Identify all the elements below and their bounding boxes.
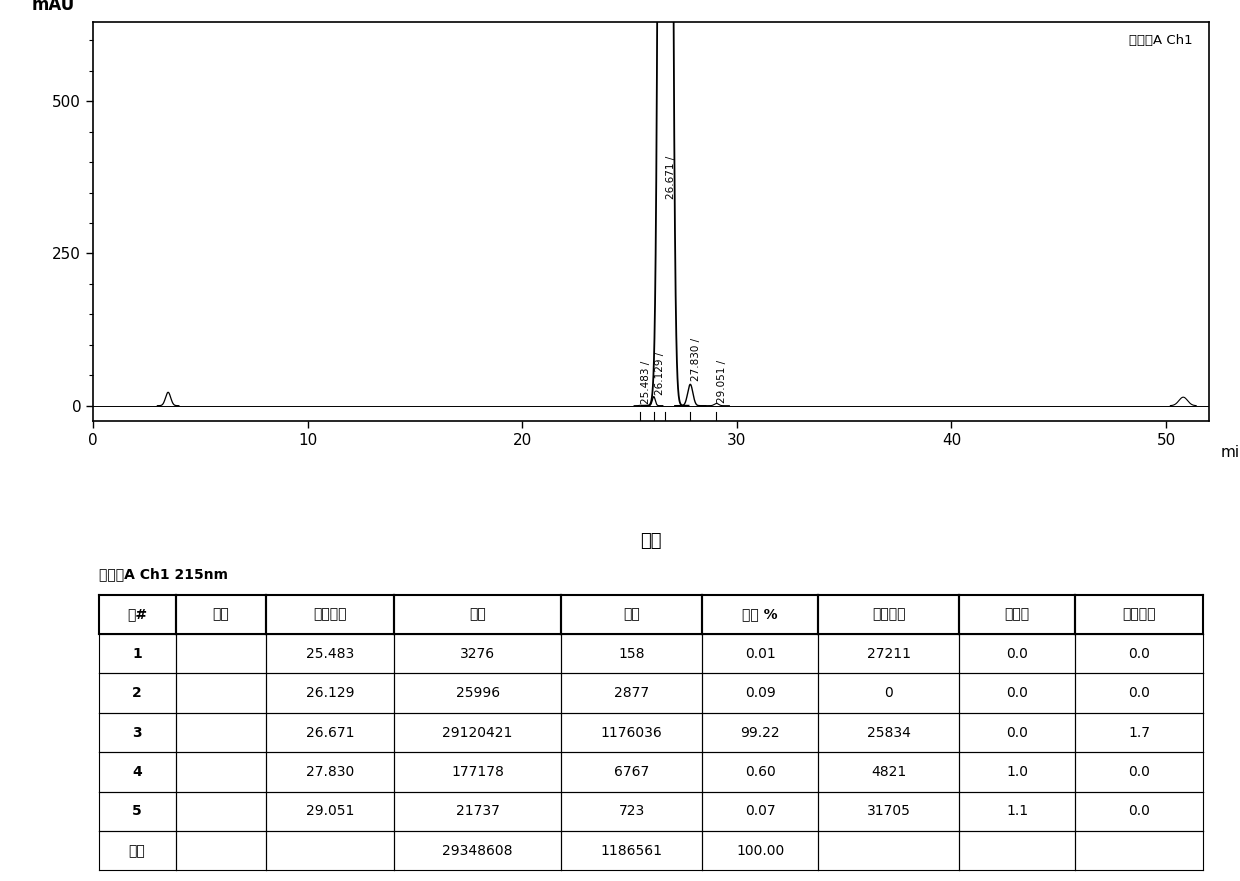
Text: 面积: 面积	[469, 607, 486, 621]
Text: 0.09: 0.09	[745, 686, 775, 700]
Text: 27.830 /: 27.830 /	[691, 338, 701, 381]
Text: 6767: 6767	[614, 765, 650, 779]
Text: 5: 5	[133, 804, 143, 818]
Text: 0.0: 0.0	[1006, 647, 1028, 661]
Text: 29.051 /: 29.051 /	[717, 359, 728, 403]
Text: 1176036: 1176036	[601, 726, 662, 739]
Text: 26.129: 26.129	[305, 686, 355, 700]
Text: 177178: 177178	[451, 765, 503, 779]
Text: 1.1: 1.1	[1006, 804, 1028, 818]
Text: 0.0: 0.0	[1006, 686, 1028, 700]
Text: 保留时间: 保留时间	[312, 607, 346, 621]
Text: 99.22: 99.22	[740, 726, 780, 739]
Text: 25.483 /: 25.483 /	[641, 361, 651, 404]
Text: 0.0: 0.0	[1128, 686, 1151, 700]
Text: 29.051: 29.051	[305, 804, 353, 818]
Text: 25996: 25996	[455, 686, 500, 700]
Text: 0.0: 0.0	[1006, 726, 1028, 739]
Text: 检测器A Ch1: 检测器A Ch1	[1128, 34, 1193, 47]
Text: 4: 4	[133, 765, 143, 779]
Text: 158: 158	[619, 647, 645, 661]
Text: 0: 0	[884, 686, 893, 700]
Text: 2877: 2877	[614, 686, 650, 700]
Text: 26.129 /: 26.129 /	[655, 352, 665, 395]
Text: 分离度: 分离度	[1004, 607, 1029, 621]
Text: 25.483: 25.483	[306, 647, 353, 661]
Text: 0.0: 0.0	[1128, 804, 1151, 818]
Text: 21737: 21737	[455, 804, 500, 818]
Text: 723: 723	[619, 804, 645, 818]
Text: 0.0: 0.0	[1128, 765, 1151, 779]
Text: 29120421: 29120421	[443, 726, 513, 739]
Text: 总计: 总计	[129, 844, 145, 858]
Text: 峰#: 峰#	[126, 607, 148, 621]
Text: 25834: 25834	[867, 726, 910, 739]
Text: 2: 2	[133, 686, 143, 700]
Text: 3: 3	[133, 726, 141, 739]
Text: 理论塔板: 理论塔板	[872, 607, 905, 621]
Text: 检测器A Ch1 215nm: 检测器A Ch1 215nm	[99, 567, 228, 581]
Text: 面积 %: 面积 %	[743, 607, 777, 621]
Text: 0.0: 0.0	[1128, 647, 1151, 661]
Text: 0.01: 0.01	[745, 647, 775, 661]
Text: 0.07: 0.07	[745, 804, 775, 818]
Text: 1.7: 1.7	[1128, 726, 1151, 739]
Text: 峰表: 峰表	[640, 532, 662, 551]
Text: 1.0: 1.0	[1006, 765, 1028, 779]
Text: 3276: 3276	[460, 647, 495, 661]
Text: 31705: 31705	[867, 804, 910, 818]
Text: 拖尾因子: 拖尾因子	[1122, 607, 1156, 621]
Text: 100.00: 100.00	[737, 844, 785, 858]
Text: 0.60: 0.60	[745, 765, 775, 779]
Text: 1186561: 1186561	[600, 844, 662, 858]
Text: min: min	[1220, 445, 1240, 460]
Text: 27211: 27211	[867, 647, 910, 661]
Text: 名称: 名称	[212, 607, 229, 621]
Text: 29348608: 29348608	[443, 844, 513, 858]
Text: mAU: mAU	[32, 0, 74, 14]
Text: 26.671: 26.671	[305, 726, 355, 739]
Text: 1: 1	[133, 647, 143, 661]
Text: 峰高: 峰高	[624, 607, 640, 621]
Text: 27.830: 27.830	[306, 765, 353, 779]
Text: 26.671 /: 26.671 /	[666, 155, 676, 198]
Text: 4821: 4821	[870, 765, 906, 779]
